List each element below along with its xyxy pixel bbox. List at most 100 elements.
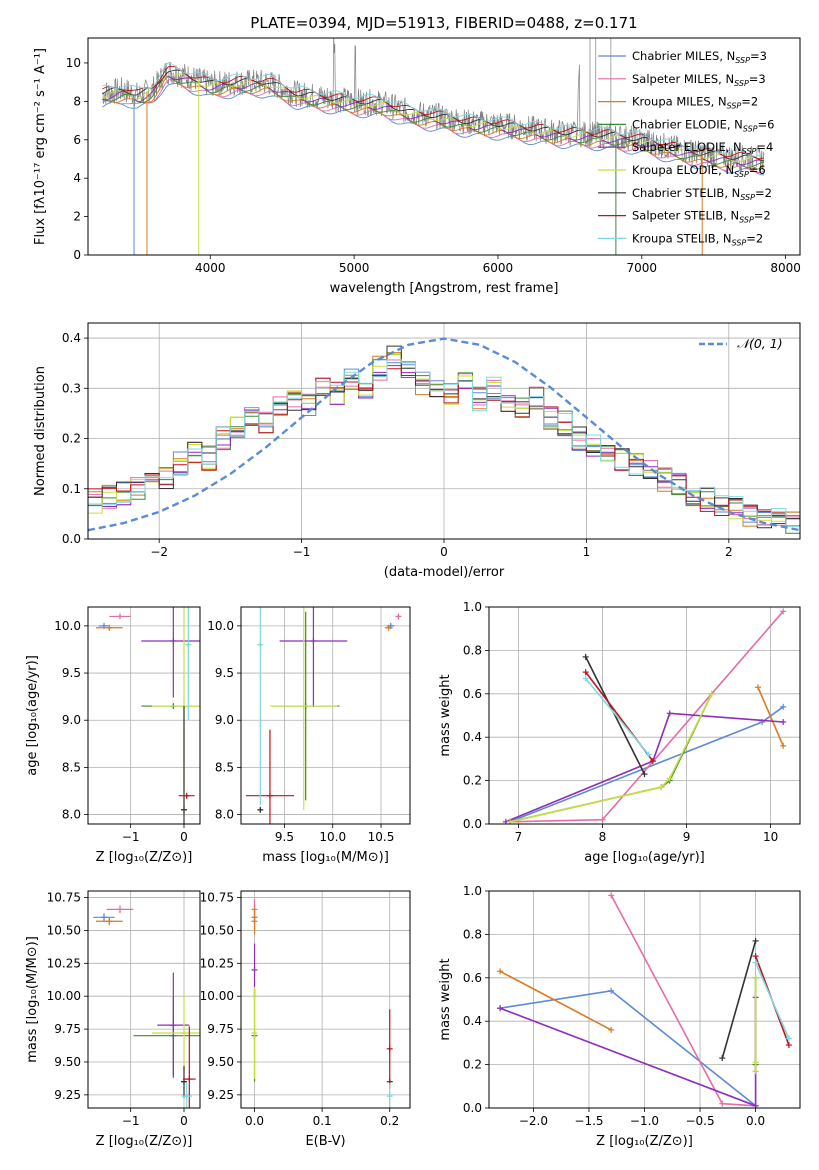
x-tick-label: 0 bbox=[180, 830, 188, 844]
panel-0-axes bbox=[84, 62, 787, 259]
legend: Chabrier MILES, NSSP=3 Salpeter MILES, NS… bbox=[598, 49, 774, 247]
y-tick-label: 10.50 bbox=[47, 923, 81, 937]
x-tick-label: 2 bbox=[725, 545, 733, 559]
panel-2-axes bbox=[84, 607, 200, 828]
y-tick-label: 10.0 bbox=[54, 619, 81, 633]
x-tick-label: −1 bbox=[122, 830, 140, 844]
y-tick-label: 9.50 bbox=[207, 1055, 234, 1069]
weight-line bbox=[585, 678, 650, 756]
panel-5-frame bbox=[87, 890, 201, 1109]
y-tick-label: 9.25 bbox=[54, 1088, 81, 1102]
y-tick-label: 8 bbox=[73, 94, 81, 108]
weight-line bbox=[499, 989, 757, 1107]
weight-line bbox=[610, 894, 756, 1107]
error-bars bbox=[251, 898, 393, 1108]
y-axis-label: Normed distribution bbox=[33, 366, 48, 496]
y-tick-label: 10.0 bbox=[207, 619, 234, 633]
y-tick-label: 8.0 bbox=[215, 808, 234, 822]
y-tick-label: 1.0 bbox=[463, 884, 482, 898]
weight-line bbox=[754, 962, 790, 1039]
error-bars bbox=[96, 607, 200, 824]
x-tick-label: −1 bbox=[293, 545, 311, 559]
panel-6-axes bbox=[237, 891, 410, 1112]
model-spectrum-line bbox=[102, 76, 765, 171]
x-tick-label: 0.1 bbox=[313, 1114, 332, 1128]
y-tick-label: 0.4 bbox=[463, 1014, 482, 1028]
y-tick-label: 0.0 bbox=[62, 532, 81, 546]
x-tick-label: 0.0 bbox=[746, 1114, 765, 1128]
panel-7-frame bbox=[488, 890, 801, 1109]
y-tick-label: 10.25 bbox=[47, 956, 81, 970]
y-tick-label: 9.75 bbox=[207, 1022, 234, 1036]
weight-line bbox=[721, 940, 757, 1059]
panel-4-axes bbox=[485, 606, 800, 828]
y-tick-label: 10 bbox=[66, 56, 81, 70]
x-tick-label: 1 bbox=[583, 545, 591, 559]
normal-curve bbox=[88, 337, 800, 532]
legend-label: Salpeter MILES, NSSP=3 bbox=[632, 72, 766, 88]
y-tick-label: 10.00 bbox=[200, 989, 234, 1003]
x-axis-label: (data-model)/error bbox=[384, 565, 505, 580]
y-tick-label: 9.75 bbox=[54, 1022, 81, 1036]
legend-label: 𝒩(0, 1) bbox=[737, 336, 783, 351]
x-tick-label: −1 bbox=[122, 1114, 140, 1128]
y-tick-label: 6 bbox=[73, 133, 81, 147]
y-tick-label: 0.8 bbox=[463, 927, 482, 941]
y-tick-label: 8.5 bbox=[62, 760, 81, 774]
x-axis-label: Z [log₁₀(Z/Z⊙)] bbox=[96, 1134, 193, 1149]
y-tick-label: 10.50 bbox=[200, 923, 234, 937]
panel-2-frame bbox=[87, 606, 201, 825]
y-tick-label: 9.5 bbox=[62, 666, 81, 680]
x-tick-label: 4000 bbox=[195, 261, 226, 275]
x-tick-label: 5000 bbox=[339, 261, 370, 275]
panel-0-frame bbox=[87, 37, 801, 256]
x-tick-label: −1.0 bbox=[630, 1114, 659, 1128]
x-tick-label: 0 bbox=[440, 545, 448, 559]
legend-label: Chabrier ELODIE, NSSP=6 bbox=[632, 117, 774, 133]
y-tick-label: 0.2 bbox=[463, 774, 482, 788]
y-tick-label: 0.8 bbox=[463, 643, 482, 657]
legend-label: Chabrier STELIB, NSSP=2 bbox=[632, 186, 772, 202]
y-axis-label: mass weight bbox=[438, 958, 453, 1040]
panel-4-frame bbox=[488, 606, 801, 825]
y-tick-label: 0 bbox=[73, 248, 81, 262]
x-tick-label: 7 bbox=[515, 830, 523, 844]
y-tick-label: 0.1 bbox=[62, 482, 81, 496]
y-tick-label: 0.6 bbox=[463, 687, 482, 701]
x-tick-label: 10 bbox=[763, 830, 778, 844]
y-tick-label: 9.50 bbox=[54, 1055, 81, 1069]
panel-1-axes bbox=[84, 323, 800, 543]
y-tick-label: 0.4 bbox=[62, 331, 81, 345]
y-tick-label: 0.2 bbox=[62, 432, 81, 446]
histogram-steps bbox=[88, 337, 800, 534]
weight-line bbox=[509, 693, 713, 823]
y-tick-label: 9.25 bbox=[207, 1088, 234, 1102]
weight-line bbox=[509, 693, 713, 823]
y-tick-label: 0.2 bbox=[463, 1058, 482, 1072]
x-tick-label: −0.5 bbox=[685, 1114, 714, 1128]
x-axis-label: mass [log₁₀(M/M⊙)] bbox=[262, 850, 389, 865]
weight-line bbox=[584, 656, 646, 775]
y-axis-label: mass [log₁₀(M/M⊙)] bbox=[25, 936, 40, 1063]
chart-title: PLATE=0394, MJD=51913, FIBERID=0488, z=0… bbox=[250, 14, 637, 32]
x-tick-label: 9 bbox=[683, 830, 691, 844]
weight-line bbox=[499, 997, 757, 1107]
y-tick-label: 0.0 bbox=[463, 1101, 482, 1115]
panel-5-axes bbox=[84, 891, 200, 1112]
y-tick-label: 0.0 bbox=[463, 817, 482, 831]
x-tick-label: 8 bbox=[599, 830, 607, 844]
y-tick-label: 9.5 bbox=[215, 666, 234, 680]
weight-line bbox=[499, 970, 612, 1031]
y-axis-label: Flux [fλ10⁻¹⁷ erg cm⁻² s⁻¹ A⁻¹] bbox=[33, 48, 48, 245]
panel-7-axes bbox=[485, 890, 800, 1112]
legend-label: Kroupa STELIB, NSSP=2 bbox=[632, 231, 763, 247]
y-tick-label: 10.75 bbox=[47, 891, 81, 905]
panel-6-frame bbox=[240, 890, 411, 1109]
y-tick-label: 8.0 bbox=[62, 808, 81, 822]
x-axis-label: E(B-V) bbox=[305, 1134, 345, 1149]
error-bars bbox=[245, 607, 402, 824]
x-tick-label: −2 bbox=[150, 545, 168, 559]
y-tick-label: 8.5 bbox=[215, 760, 234, 774]
x-tick-label: 10.0 bbox=[319, 830, 346, 844]
legend-label: Salpeter ELODIE, NSSP=4 bbox=[632, 140, 773, 156]
